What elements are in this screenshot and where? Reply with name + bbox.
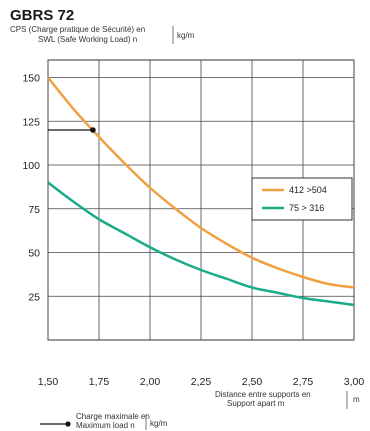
- footnote-line1: Charge maximale en: [76, 412, 150, 421]
- x-tick-label: 2,00: [140, 376, 161, 388]
- legend-box: [251, 177, 353, 221]
- y-axis-unit: kg/m: [177, 31, 195, 40]
- y-tick-label: 50: [28, 248, 40, 260]
- annotation-point: [90, 127, 96, 133]
- footnote: Charge maximale en Maximum load n kg/m: [40, 412, 168, 430]
- grid: [47, 60, 355, 340]
- y-tick-label: 75: [28, 204, 40, 216]
- y-tick-label: 125: [22, 116, 40, 128]
- legend-label-green: 75 > 316: [289, 203, 324, 213]
- x-tick-label: 2,50: [242, 376, 263, 388]
- x-axis-label-line1: Distance entre supports en: [215, 390, 311, 399]
- footnote-line2: Maximum load n: [76, 421, 135, 430]
- x-tick-label: 2,75: [293, 376, 314, 388]
- series-line-1: [47, 181, 355, 307]
- footnote-unit: kg/m: [150, 419, 168, 428]
- y-tick-label: 25: [28, 291, 40, 303]
- x-tick-label: 1,75: [89, 376, 110, 388]
- y-tick-label: 100: [22, 160, 40, 172]
- footnote-marker-dot: [65, 421, 71, 427]
- legend-label-orange: 412 >504: [289, 185, 327, 195]
- y-tick-labels: 150 125 100 75 50 25: [22, 73, 40, 304]
- x-tick-label: 3,00: [344, 376, 365, 388]
- x-axis-unit: m: [353, 395, 360, 404]
- y-axis-label-line2: SWL (Safe Working Load) n: [38, 35, 137, 44]
- annotation: [48, 127, 96, 133]
- y-tick-label: 150: [22, 73, 40, 85]
- x-tick-label: 1,50: [38, 376, 59, 388]
- y-axis-label-line1: CPS (Charge pratique de Sécurité) en: [10, 25, 145, 34]
- chart-title: GBRS 72: [10, 7, 74, 24]
- x-tick-labels: 1,50 1,75 2,00 2,25 2,50 2,75 3,00: [38, 376, 365, 388]
- legend: 412 >504 75 > 316: [251, 177, 353, 221]
- x-axis-label-line2: Support apart m: [227, 399, 285, 408]
- series-layer: [47, 76, 355, 307]
- series-line-0: [47, 76, 355, 289]
- x-tick-label: 2,25: [191, 376, 212, 388]
